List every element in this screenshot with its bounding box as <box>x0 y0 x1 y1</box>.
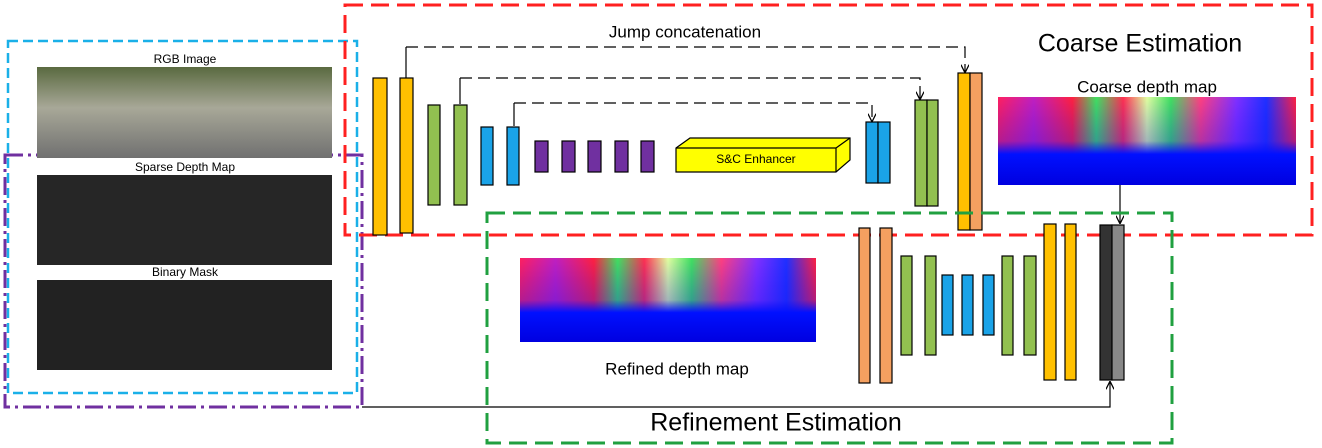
layer <box>587 140 602 173</box>
layer <box>969 72 983 231</box>
layer <box>480 126 494 186</box>
layer <box>453 104 468 206</box>
layer <box>676 137 851 172</box>
layer <box>941 274 954 336</box>
layer <box>427 104 441 206</box>
coarse-output-label: Coarse depth map <box>1077 77 1217 96</box>
binary-mask-image <box>37 280 332 370</box>
rgb-label: RGB Image <box>154 52 217 66</box>
layer <box>914 99 928 207</box>
layer <box>1111 224 1125 381</box>
layer <box>1043 223 1057 381</box>
refine-network <box>858 223 1125 384</box>
layer <box>561 140 576 173</box>
mask-label: Binary Mask <box>152 265 219 279</box>
layer <box>879 227 893 384</box>
refine-title: Refinement Estimation <box>650 409 902 437</box>
coarse-box <box>343 3 1314 237</box>
sparse-label: Sparse Depth Map <box>135 160 235 174</box>
refined-output-label: Refined depth map <box>605 359 749 378</box>
jump-label: Jump concatenation <box>609 22 761 41</box>
layer <box>858 227 871 384</box>
layer <box>514 102 872 121</box>
coarse-depth-shade <box>998 97 1296 185</box>
enhancer-label: S&C Enhancer <box>716 152 795 166</box>
refined-depth-shade <box>520 258 816 342</box>
layer <box>1099 224 1113 381</box>
layer <box>675 137 851 173</box>
layer <box>865 121 879 184</box>
layer <box>982 274 995 336</box>
layer <box>506 126 520 186</box>
layer <box>406 46 965 72</box>
rgb-image <box>37 67 332 158</box>
layer <box>1023 255 1037 356</box>
layer <box>926 99 939 207</box>
coarse-title: Coarse Estimation <box>1038 30 1242 58</box>
layer <box>924 255 937 356</box>
sparse-depth-image <box>37 175 332 265</box>
layer <box>957 72 971 231</box>
layer <box>399 77 414 234</box>
input-box <box>6 39 359 395</box>
layer <box>614 140 629 173</box>
layer <box>1064 223 1077 381</box>
layer <box>900 255 913 356</box>
layer <box>534 140 549 173</box>
layer <box>640 140 655 173</box>
jump-connections <box>405 46 965 126</box>
refine-box <box>485 211 1174 445</box>
layer <box>877 121 891 184</box>
skip-arrow <box>362 382 1110 408</box>
layer <box>460 77 920 99</box>
layer <box>372 77 388 236</box>
coarse-network <box>372 72 983 236</box>
layer <box>1001 255 1014 356</box>
layer <box>961 274 974 336</box>
